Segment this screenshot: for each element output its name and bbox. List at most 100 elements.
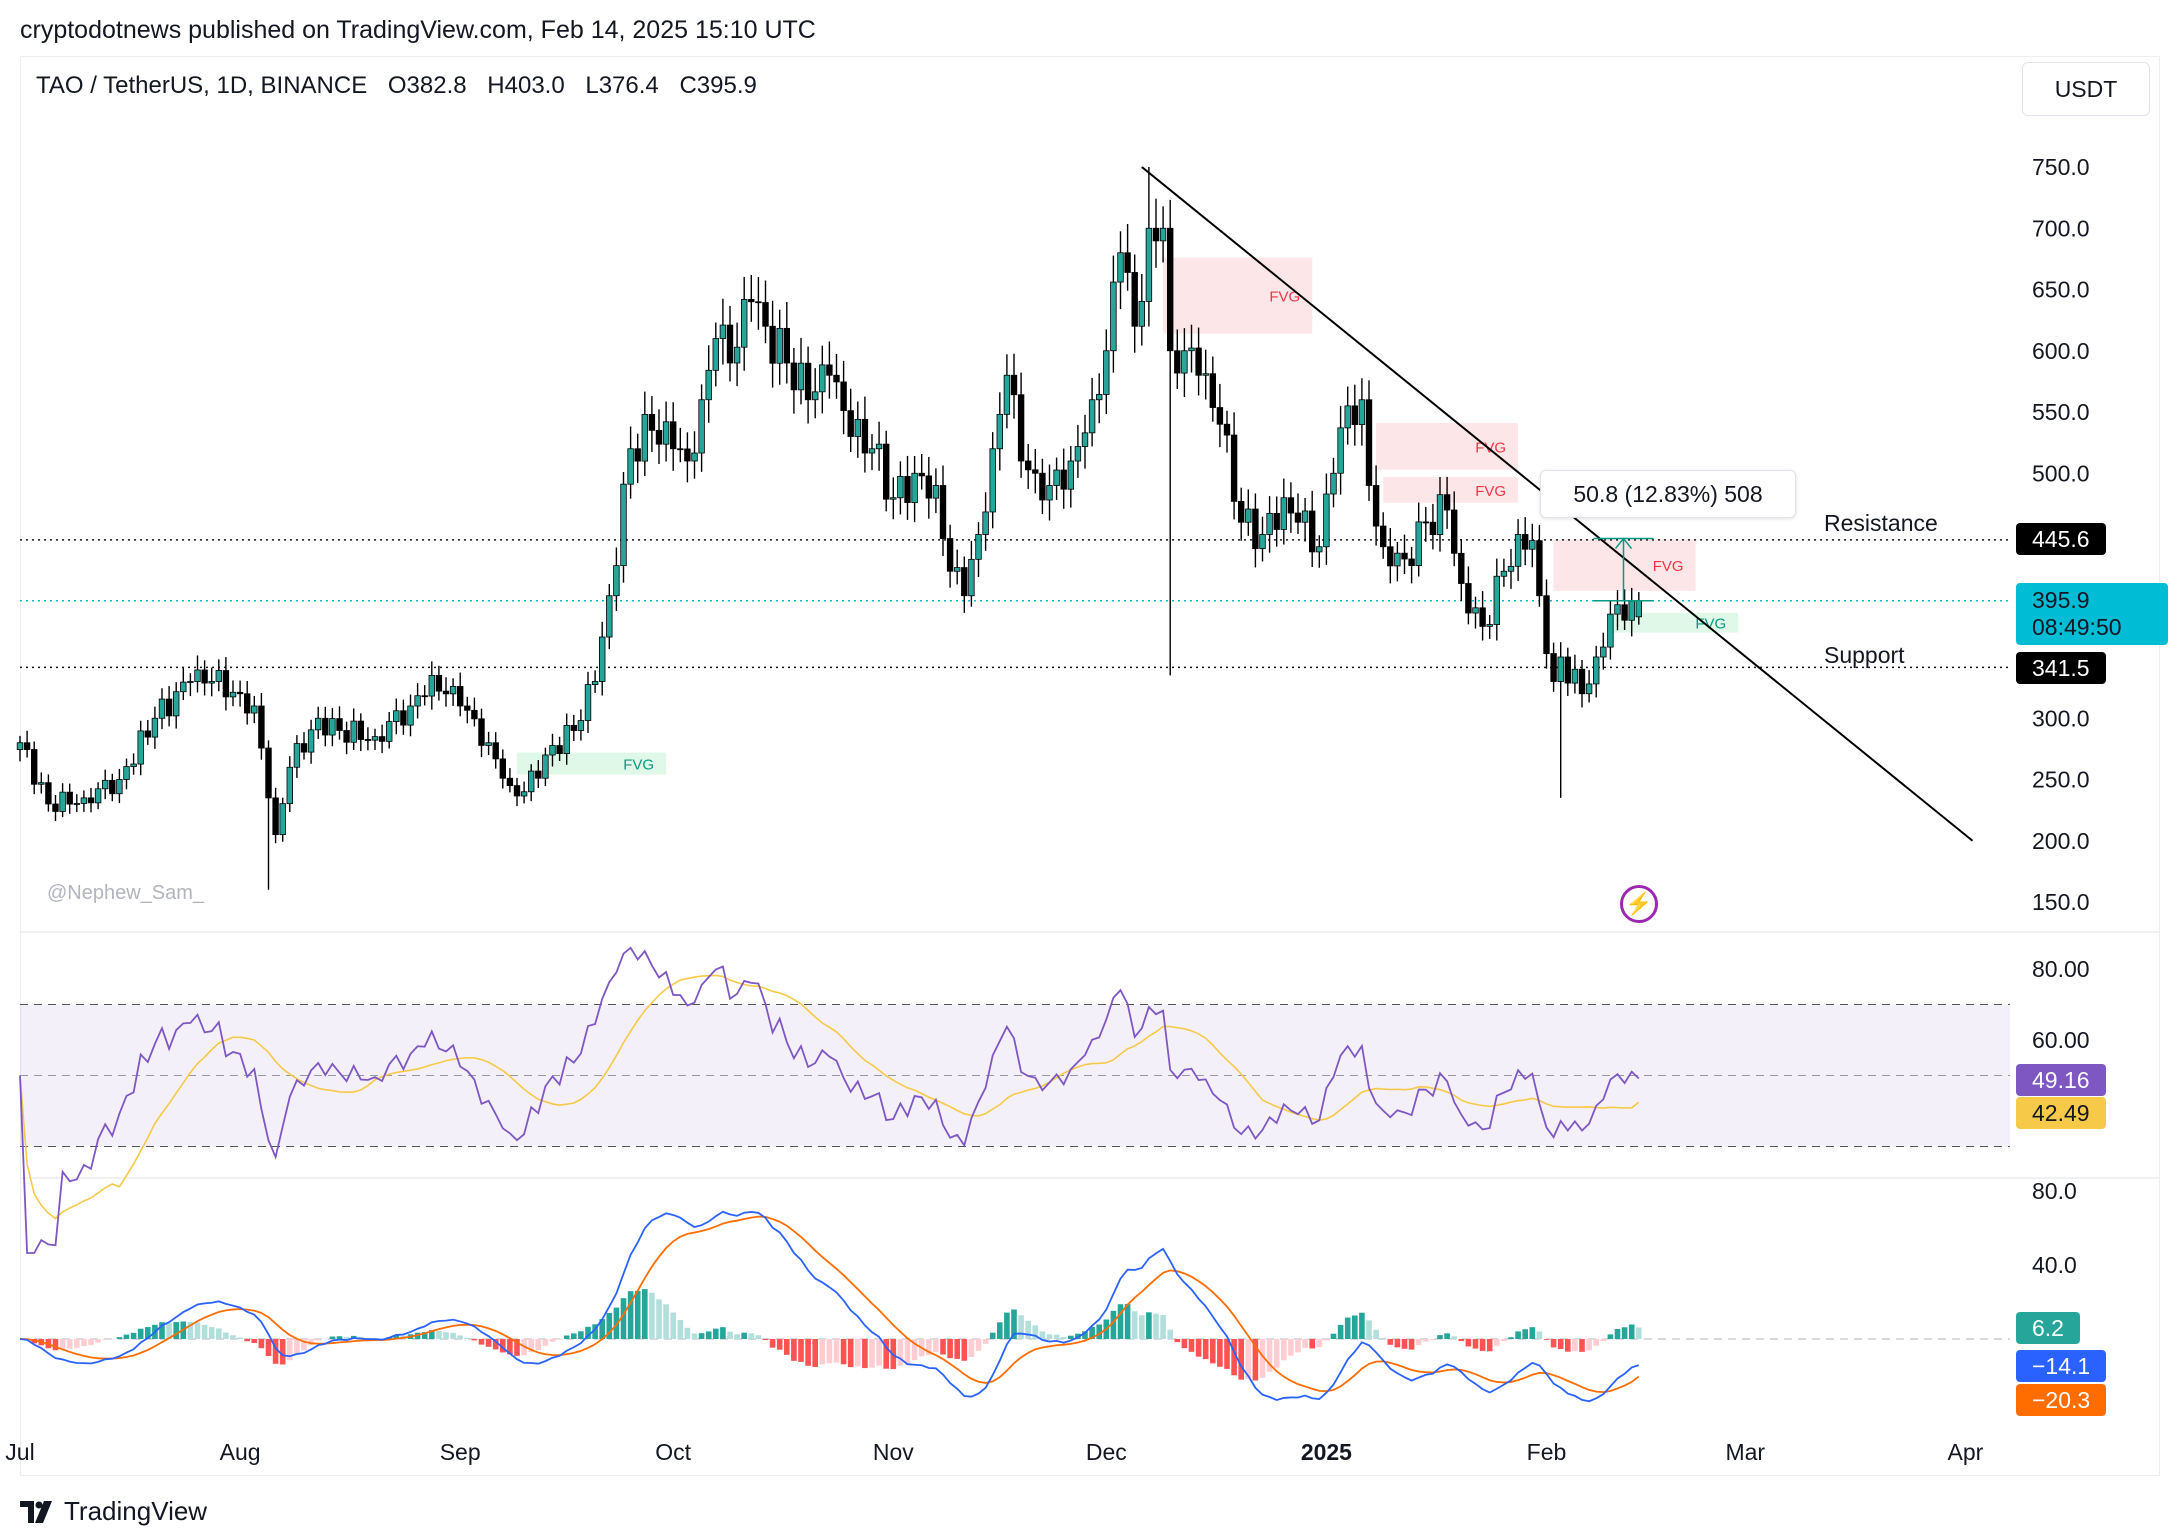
macd-histogram-bar xyxy=(627,1291,634,1339)
candle xyxy=(1287,482,1295,533)
candle xyxy=(1408,546,1415,584)
candle xyxy=(776,309,783,385)
macd-histogram-bar xyxy=(812,1339,818,1367)
macd-histogram-bar xyxy=(464,1337,471,1339)
candle xyxy=(556,736,563,762)
macd-histogram-bar xyxy=(301,1339,307,1351)
macd-histogram-bar xyxy=(1586,1339,1592,1351)
candle-body xyxy=(648,413,656,431)
ohlc-low: L376.4 xyxy=(585,72,659,99)
candle-body xyxy=(59,791,66,812)
candle xyxy=(1500,558,1508,587)
macd-histogram-bar xyxy=(1628,1324,1635,1339)
tradingview-logo-icon xyxy=(20,1500,52,1523)
candle xyxy=(1230,412,1238,520)
macd-histogram-bar xyxy=(698,1333,705,1339)
candle xyxy=(897,461,904,515)
macd-histogram-bar xyxy=(1415,1339,1422,1346)
published-caption: cryptodotnews published on TradingView.c… xyxy=(20,16,816,44)
candle xyxy=(684,432,691,483)
candle xyxy=(1103,329,1110,415)
candle xyxy=(385,712,393,749)
candle xyxy=(393,698,400,735)
candle xyxy=(258,692,265,760)
candle-body xyxy=(172,691,180,717)
candle xyxy=(1301,497,1309,542)
candle xyxy=(790,347,798,414)
candle xyxy=(812,368,819,419)
candle xyxy=(577,709,585,741)
candle-body xyxy=(570,724,577,731)
candle-body xyxy=(208,681,215,684)
tradingview-logo[interactable]: TradingView xyxy=(20,1496,207,1527)
candle-body xyxy=(1195,347,1202,376)
candle-body xyxy=(73,803,80,805)
macd-histogram-bar xyxy=(1302,1339,1308,1349)
macd-histogram-bar xyxy=(201,1324,208,1339)
candle-body xyxy=(293,743,301,768)
candle xyxy=(797,337,805,405)
lightning-icon[interactable]: ⚡ xyxy=(1620,885,1658,923)
candle-body xyxy=(1387,546,1394,567)
candle xyxy=(1046,464,1053,521)
macd-histogram-bar xyxy=(1117,1304,1124,1339)
candle-body xyxy=(1117,252,1124,283)
macd-histogram-bar xyxy=(734,1334,740,1339)
candle-body xyxy=(819,364,826,393)
macd-histogram-bar xyxy=(1607,1334,1614,1339)
fvg-label: FVG xyxy=(1653,558,1684,575)
candle xyxy=(1571,654,1579,694)
candle-body xyxy=(1181,350,1188,374)
candle-body xyxy=(677,448,684,451)
candle xyxy=(1493,558,1500,641)
candle-body xyxy=(1216,407,1224,425)
candle xyxy=(414,683,421,719)
candle xyxy=(1394,541,1401,582)
candle xyxy=(1202,349,1209,400)
candle-body xyxy=(400,710,407,726)
candle-body xyxy=(826,364,833,376)
candle-body xyxy=(102,779,109,790)
macd-histogram-bar xyxy=(436,1330,442,1339)
currency-button[interactable]: USDT xyxy=(2022,62,2150,116)
candle xyxy=(1017,372,1025,478)
macd-histogram-bar xyxy=(450,1332,456,1339)
candle-body xyxy=(385,721,393,742)
candle xyxy=(243,680,251,725)
candle xyxy=(1117,231,1124,310)
macd-histogram-bar xyxy=(287,1339,293,1361)
candle xyxy=(1067,445,1074,508)
candle xyxy=(861,396,869,473)
macd-histogram-bar xyxy=(443,1332,449,1339)
candle-body xyxy=(94,788,102,804)
macd-histogram-bar xyxy=(989,1332,996,1339)
macd-histogram-bar xyxy=(187,1322,194,1339)
candle xyxy=(1507,548,1515,589)
candle-body xyxy=(378,736,386,742)
candle-body xyxy=(719,324,727,339)
time-axis-tick: Feb xyxy=(1527,1439,1567,1465)
candle xyxy=(613,547,620,611)
macd-histogram-bar xyxy=(194,1322,201,1339)
candle xyxy=(1167,199,1174,676)
candle xyxy=(499,749,506,789)
macd-histogram-bar xyxy=(485,1339,492,1347)
candle xyxy=(890,477,897,520)
candle xyxy=(66,783,73,814)
candle-body xyxy=(741,299,748,348)
candle-body xyxy=(1557,656,1564,682)
macd-histogram-bar xyxy=(1004,1312,1010,1339)
price-axis-tick: 150.0 xyxy=(2032,889,2090,915)
candle xyxy=(1479,591,1486,641)
macd-histogram-bar xyxy=(1508,1337,1514,1339)
macd-histogram-bar xyxy=(81,1339,87,1347)
macd-histogram-bar xyxy=(1387,1339,1394,1345)
macd-hist-label: 6.2 xyxy=(2016,1312,2080,1344)
candle xyxy=(826,341,833,399)
macd-histogram-bar xyxy=(670,1312,676,1339)
candle xyxy=(165,686,173,727)
candle-body xyxy=(797,362,805,391)
macd-histogram-bar xyxy=(102,1339,108,1340)
macd-histogram-bar xyxy=(677,1320,684,1339)
